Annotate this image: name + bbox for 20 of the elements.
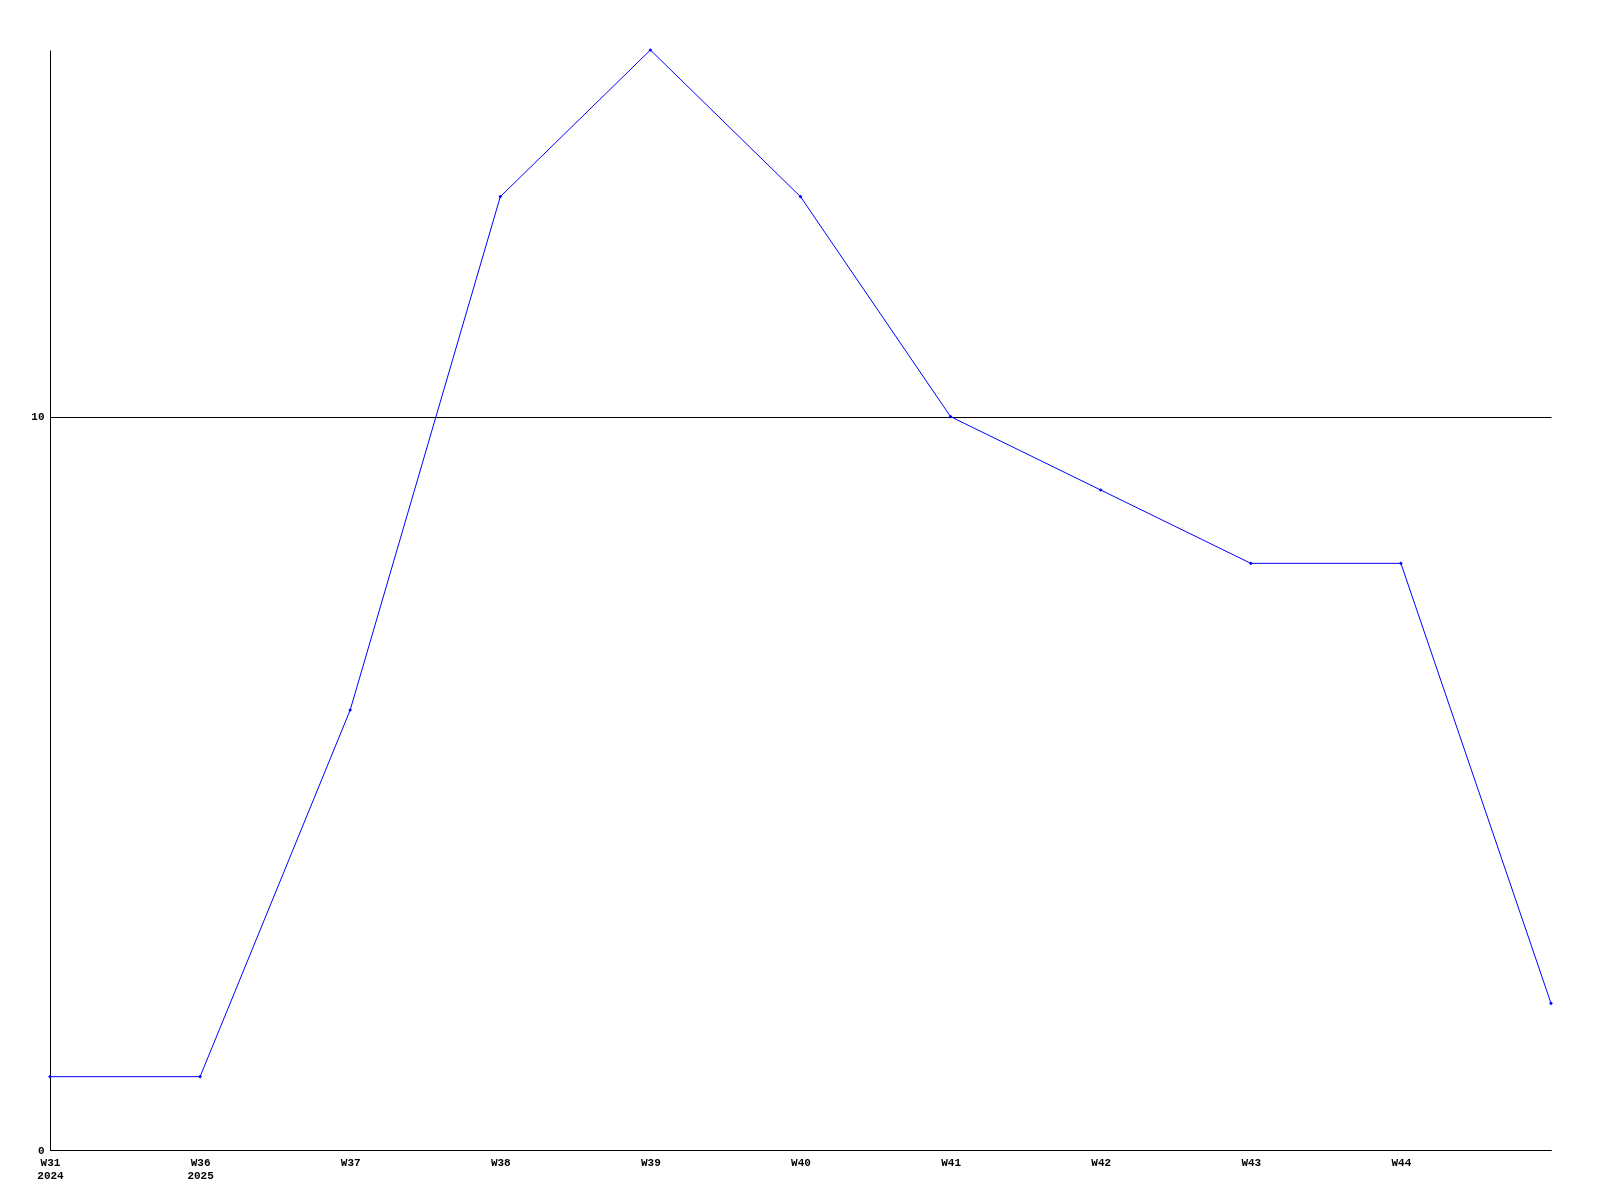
- x-tick-label: W40: [791, 1156, 811, 1169]
- point: [1399, 561, 1403, 566]
- x-tick-label: W37: [340, 1156, 361, 1169]
- x-tick-label: W44: [1391, 1156, 1412, 1169]
- x-tick-label: W43: [1241, 1156, 1262, 1169]
- point: [48, 1074, 52, 1079]
- y-tick-label: 0: [37, 1144, 45, 1157]
- point: [198, 1074, 202, 1079]
- point: [348, 708, 353, 712]
- x-tick-label: W36 2025: [187, 1156, 215, 1182]
- x-tick-label: W42: [1091, 1156, 1112, 1169]
- point: [798, 194, 803, 199]
- x-tick-label: W41: [941, 1156, 962, 1169]
- point: [1549, 1001, 1553, 1006]
- x-tick-label: W38: [490, 1156, 512, 1169]
- point: [1098, 488, 1103, 492]
- point: [648, 48, 653, 52]
- x-tick-label: W39: [640, 1156, 661, 1169]
- y-tick-label: 10: [31, 411, 45, 424]
- x-tick-label: W31 2024: [37, 1156, 65, 1182]
